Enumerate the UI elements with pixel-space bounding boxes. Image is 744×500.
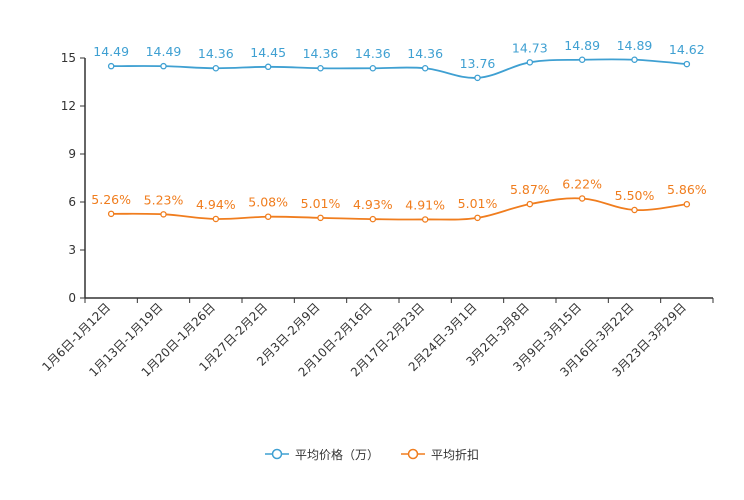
price-data-label: 14.49 [93, 44, 129, 59]
legend-discount-label: 平均折扣 [431, 447, 480, 462]
discount-point[interactable] [526, 200, 534, 208]
discount-point[interactable] [421, 216, 429, 223]
price-point[interactable] [317, 64, 324, 72]
price-data-label: 14.36 [198, 46, 234, 61]
price-point[interactable] [264, 63, 272, 71]
discount-data-label: 5.23% [144, 192, 184, 207]
discount-point[interactable] [578, 195, 586, 202]
y-tick-label: 0 [68, 291, 76, 305]
legend-discount-marker-icon [401, 448, 425, 460]
legend-item-discount[interactable]: 平均折扣 [401, 446, 479, 463]
price-point[interactable] [526, 59, 534, 66]
discount-data-label: 6.22% [562, 176, 602, 191]
discount-data-label: 4.91% [405, 197, 445, 212]
discount-data-label: 5.01% [301, 196, 341, 211]
discount-point[interactable] [160, 211, 167, 218]
discount-data-label: 4.94% [196, 197, 236, 212]
price-data-label: 14.45 [250, 45, 286, 60]
legend-item-price[interactable]: 平均价格（万） [264, 446, 379, 463]
price-data-label: 14.36 [303, 46, 339, 61]
y-tick-label: 9 [68, 147, 76, 161]
price-point[interactable] [212, 64, 220, 72]
price-data-label: 14.36 [407, 46, 443, 61]
discount-data-label: 5.50% [615, 188, 655, 203]
price-data-label: 14.89 [617, 38, 653, 53]
price-data-label: 14.73 [512, 40, 548, 55]
discount-data-label: 5.86% [667, 182, 707, 197]
y-tick-label: 15 [61, 51, 76, 65]
discount-point[interactable] [264, 213, 272, 220]
price-series-line [111, 58, 687, 79]
discount-data-label: 5.87% [510, 182, 550, 197]
discount-point[interactable] [317, 214, 324, 222]
discount-point[interactable] [474, 214, 481, 222]
legend: 平均价格（万） 平均折扣 [0, 444, 744, 464]
price-data-label: 14.89 [564, 38, 600, 53]
price-data-label: 14.49 [146, 44, 182, 59]
price-data-label: 13.76 [460, 56, 496, 71]
price-point[interactable] [421, 64, 429, 72]
price-data-label: 14.36 [355, 46, 391, 61]
price-data-label: 14.62 [669, 42, 705, 57]
y-tick-label: 12 [61, 99, 76, 113]
price-point[interactable] [369, 64, 377, 72]
y-tick-label: 3 [68, 243, 76, 257]
price-point[interactable] [683, 60, 691, 68]
discount-point[interactable] [369, 215, 377, 223]
discount-series-line [111, 197, 687, 221]
discount-point[interactable] [631, 206, 638, 214]
price-point[interactable] [578, 56, 586, 64]
discount-data-label: 4.93% [353, 197, 393, 212]
legend-price-marker-icon [264, 448, 289, 460]
discount-data-label: 5.26% [91, 192, 131, 207]
price-point[interactable] [474, 74, 481, 82]
price-point[interactable] [631, 56, 638, 64]
discount-point[interactable] [107, 210, 115, 218]
discount-data-label: 5.01% [458, 196, 498, 211]
y-tick-label: 6 [68, 195, 76, 209]
discount-point[interactable] [212, 215, 220, 223]
discount-point[interactable] [683, 200, 691, 208]
price-point[interactable] [107, 62, 115, 70]
price-point[interactable] [160, 62, 167, 70]
legend-price-label: 平均价格（万） [294, 447, 379, 462]
discount-data-label: 5.08% [248, 195, 288, 210]
